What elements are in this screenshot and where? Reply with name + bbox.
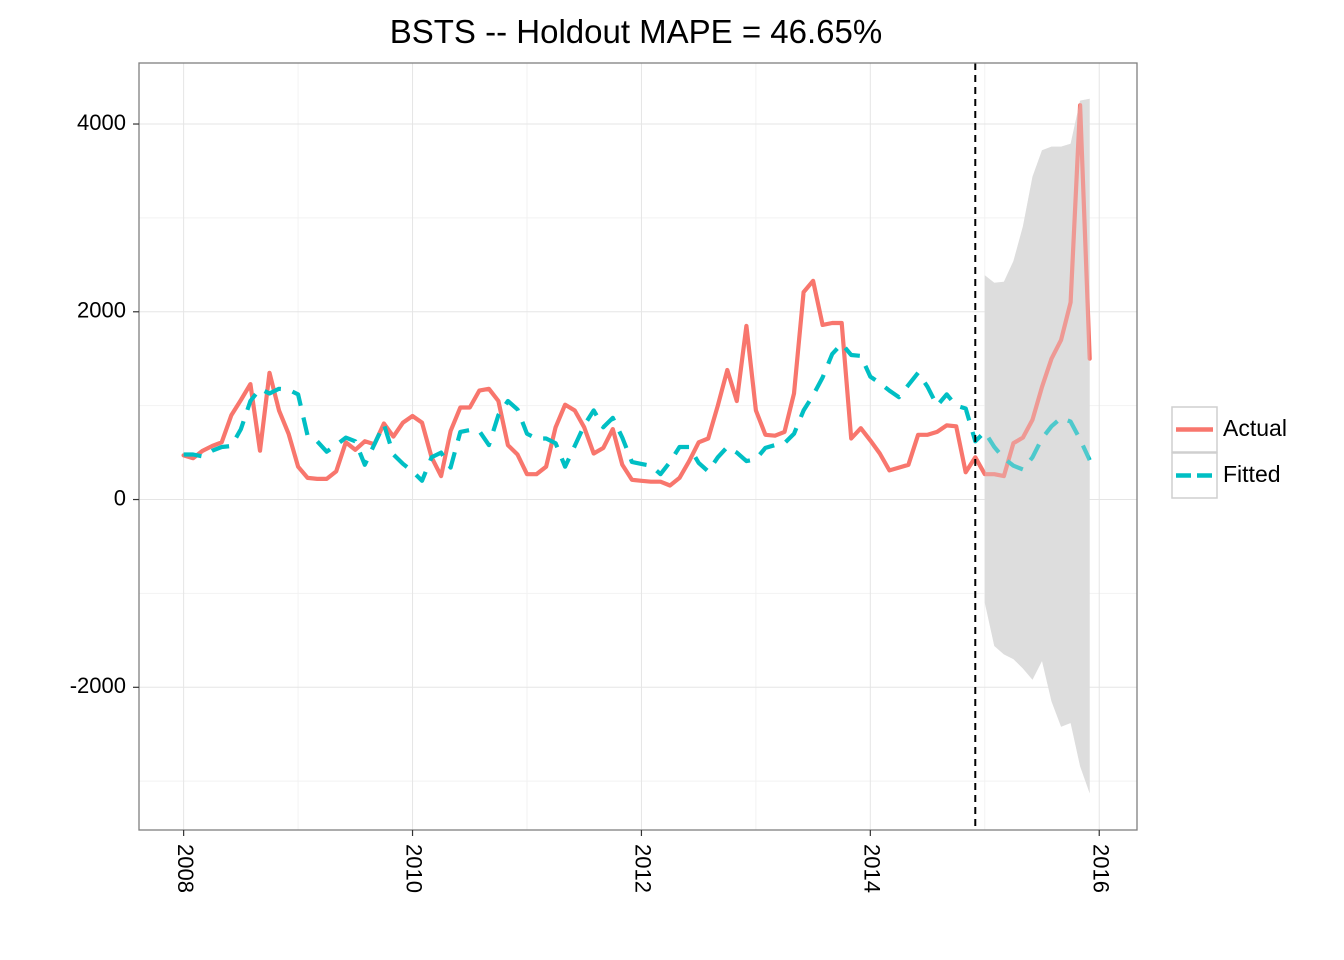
- x-tick-label: 2008: [173, 844, 198, 893]
- y-tick-label: 0: [114, 485, 126, 510]
- line-layer: [181, 98, 1092, 794]
- plot-panel-border: [138, 62, 1138, 831]
- y-tick-label: 2000: [77, 298, 126, 323]
- y-tick-label: -2000: [70, 673, 126, 698]
- grid-layer: [139, 63, 1137, 830]
- y-tick-label: 4000: [77, 110, 126, 135]
- x-tick-label: 2014: [860, 844, 885, 893]
- series-line-fitted: [183, 341, 1092, 483]
- axis-layer: 2008 2010 2012 2014 2016 -2000 0 2000 4000: [70, 110, 1114, 893]
- legend-label-fitted: Fitted: [1223, 461, 1281, 487]
- series-line-actual: [181, 103, 1092, 488]
- legend: Actual Fitted: [1171, 406, 1287, 499]
- plot-panel: [139, 63, 1137, 830]
- prediction-interval-overlay: [984, 98, 1090, 794]
- chart-title: BSTS -- Holdout MAPE = 46.65%: [390, 13, 882, 50]
- x-tick-label: 2010: [402, 844, 427, 893]
- x-tick-label: 2016: [1088, 844, 1113, 893]
- legend-label-actual: Actual: [1223, 415, 1287, 441]
- x-tick-label: 2012: [631, 844, 656, 893]
